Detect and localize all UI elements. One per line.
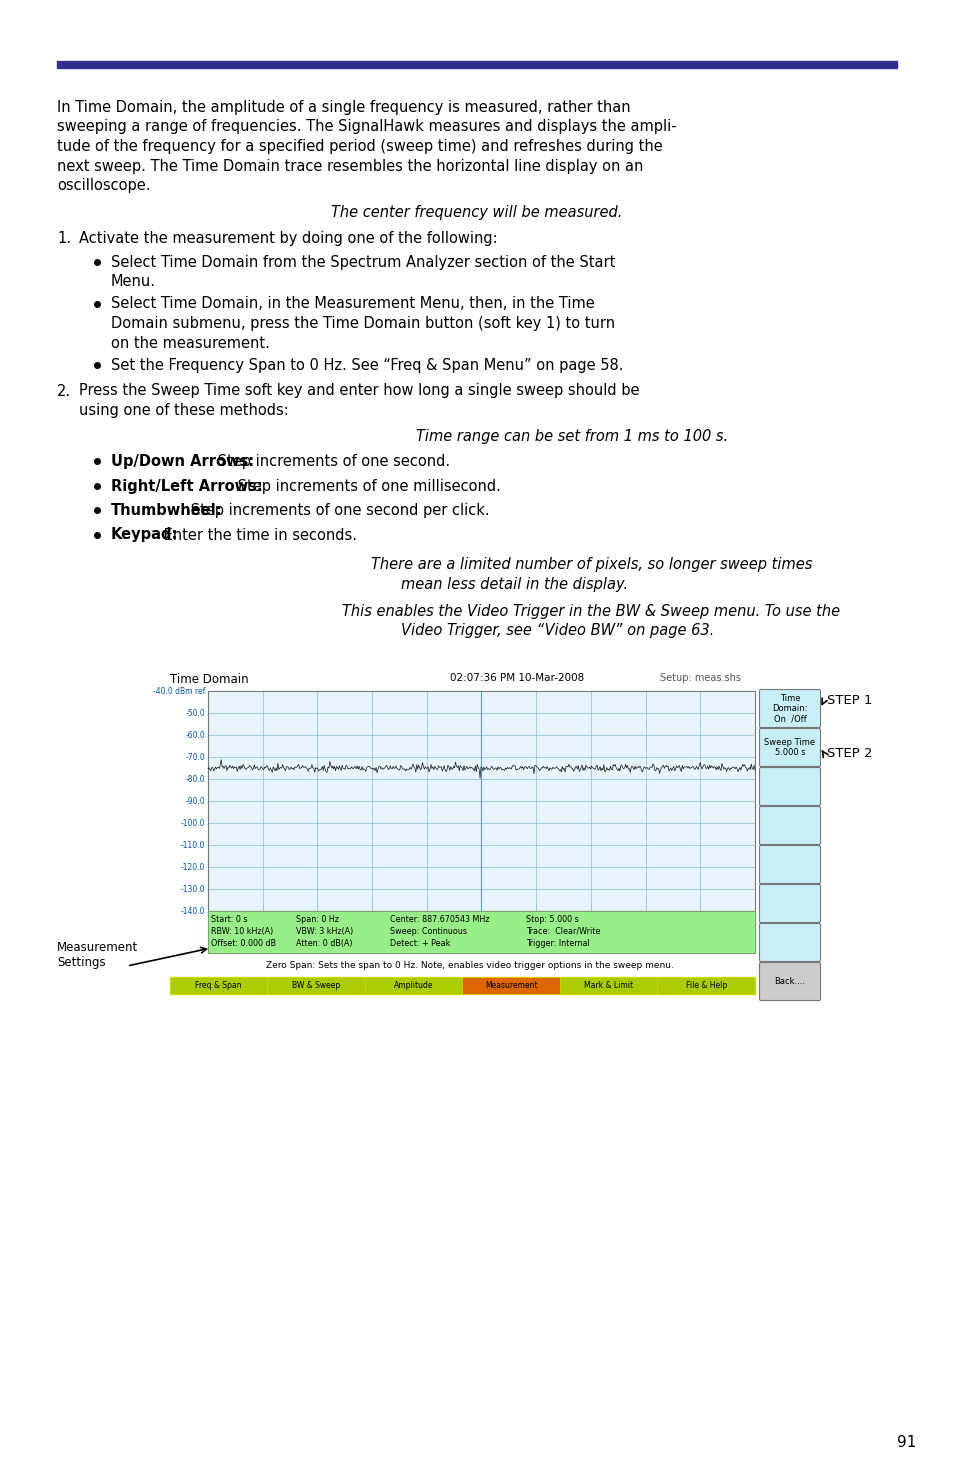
FancyBboxPatch shape bbox=[759, 845, 820, 884]
Text: oscilloscope.: oscilloscope. bbox=[57, 178, 151, 193]
Text: -120.0: -120.0 bbox=[180, 863, 205, 872]
Bar bbox=[208, 912, 754, 953]
Text: Zero Span: Sets the span to 0 Hz. Note, enables video trigger options in the swe: Zero Span: Sets the span to 0 Hz. Note, … bbox=[266, 962, 673, 971]
Text: STEP 2: STEP 2 bbox=[826, 746, 872, 760]
Text: 100%: 100% bbox=[760, 981, 783, 990]
FancyBboxPatch shape bbox=[759, 767, 820, 805]
Text: Time range can be set from 1 ms to 100 s.: Time range can be set from 1 ms to 100 s… bbox=[416, 429, 728, 444]
Text: Press the Sweep Time soft key and enter how long a single sweep should be: Press the Sweep Time soft key and enter … bbox=[79, 384, 639, 398]
Bar bbox=[208, 690, 754, 912]
Text: -80.0: -80.0 bbox=[185, 774, 205, 783]
Text: Freq & Span: Freq & Span bbox=[195, 981, 242, 990]
Text: on the measurement.: on the measurement. bbox=[111, 335, 270, 351]
FancyBboxPatch shape bbox=[759, 923, 820, 962]
Text: Step increments of one millisecond.: Step increments of one millisecond. bbox=[233, 478, 500, 494]
Text: Step increments of one second per click.: Step increments of one second per click. bbox=[186, 503, 489, 518]
Text: File & Help: File & Help bbox=[685, 981, 726, 990]
Text: Right/Left Arrows:: Right/Left Arrows: bbox=[111, 478, 262, 494]
Bar bbox=[208, 690, 754, 912]
Text: This enables the Video Trigger in the BW & Sweep menu. To use the: This enables the Video Trigger in the BW… bbox=[342, 603, 840, 620]
Text: Setup: meas.shs: Setup: meas.shs bbox=[659, 673, 740, 683]
Text: STEP 1: STEP 1 bbox=[826, 695, 872, 707]
Text: The center frequency will be measured.: The center frequency will be measured. bbox=[331, 205, 622, 220]
Text: Time
Domain:
On  /Off: Time Domain: On /Off bbox=[772, 693, 807, 723]
Text: Measurement: Measurement bbox=[484, 981, 537, 990]
Text: Time Domain: Time Domain bbox=[170, 673, 249, 686]
Text: Activate the measurement by doing one of the following:: Activate the measurement by doing one of… bbox=[79, 232, 497, 246]
Text: Thumbwheel:: Thumbwheel: bbox=[111, 503, 222, 518]
Text: 02:07:36 PM 10-Mar-2008: 02:07:36 PM 10-Mar-2008 bbox=[450, 673, 583, 683]
Bar bbox=[208, 912, 754, 953]
Text: Domain submenu, press the Time Domain button (soft key 1) to turn: Domain submenu, press the Time Domain bu… bbox=[111, 316, 615, 330]
Text: -60.0: -60.0 bbox=[185, 730, 205, 739]
Bar bbox=[171, 978, 266, 993]
Text: -90.0: -90.0 bbox=[185, 796, 205, 805]
Text: Center: 887.670543 MHz: Center: 887.670543 MHz bbox=[390, 914, 489, 923]
Text: -50.0: -50.0 bbox=[185, 708, 205, 717]
Text: Mark & Limit: Mark & Limit bbox=[583, 981, 633, 990]
Text: Set the Frequency Span to 0 Hz. See “Freq & Span Menu” on page 58.: Set the Frequency Span to 0 Hz. See “Fre… bbox=[111, 358, 623, 373]
Text: Stop: 5.000 s: Stop: 5.000 s bbox=[525, 914, 578, 923]
Bar bbox=[268, 978, 364, 993]
FancyBboxPatch shape bbox=[759, 807, 820, 845]
Text: Start: 0 s: Start: 0 s bbox=[211, 914, 247, 923]
Text: -70.0: -70.0 bbox=[185, 752, 205, 761]
Text: next sweep. The Time Domain trace resembles the horizontal line display on an: next sweep. The Time Domain trace resemb… bbox=[57, 158, 642, 174]
FancyBboxPatch shape bbox=[759, 963, 820, 1000]
Text: sweeping a range of frequencies. The SignalHawk measures and displays the ampli-: sweeping a range of frequencies. The Sig… bbox=[57, 119, 676, 134]
Text: mean less detail in the display.: mean less detail in the display. bbox=[400, 577, 627, 591]
Text: Step increments of one second.: Step increments of one second. bbox=[213, 454, 450, 469]
Text: -100.0: -100.0 bbox=[180, 819, 205, 827]
Text: Trigger: Internal: Trigger: Internal bbox=[525, 940, 589, 948]
Text: BW & Sweep: BW & Sweep bbox=[292, 981, 340, 990]
Text: VBW: 3 kHz(A): VBW: 3 kHz(A) bbox=[295, 926, 353, 937]
Bar bbox=[170, 976, 754, 994]
Text: Trace:  Clear/Write: Trace: Clear/Write bbox=[525, 926, 599, 937]
Bar bbox=[57, 60, 896, 68]
Text: -40.0 dBm ref: -40.0 dBm ref bbox=[152, 686, 205, 696]
Text: -130.0: -130.0 bbox=[180, 885, 205, 894]
FancyBboxPatch shape bbox=[759, 885, 820, 922]
Text: Keypad:: Keypad: bbox=[111, 528, 178, 543]
Text: Up/Down Arrows:: Up/Down Arrows: bbox=[111, 454, 253, 469]
Text: Back....: Back.... bbox=[774, 976, 804, 985]
Bar bbox=[366, 978, 461, 993]
Text: Amplitude: Amplitude bbox=[394, 981, 433, 990]
Bar bbox=[658, 978, 753, 993]
Text: Measurement
Settings: Measurement Settings bbox=[57, 941, 138, 969]
Text: Video Trigger, see “Video BW” on page 63.: Video Trigger, see “Video BW” on page 63… bbox=[400, 624, 713, 639]
Bar bbox=[560, 978, 656, 993]
Text: Sweep: Continuous: Sweep: Continuous bbox=[390, 926, 467, 937]
Text: There are a limited number of pixels, so longer sweep times: There are a limited number of pixels, so… bbox=[371, 558, 811, 572]
Text: In Time Domain, the amplitude of a single frequency is measured, rather than: In Time Domain, the amplitude of a singl… bbox=[57, 100, 630, 115]
Text: Select Time Domain from the Spectrum Analyzer section of the Start: Select Time Domain from the Spectrum Ana… bbox=[111, 255, 615, 270]
Text: Sweep Time
5.000 s: Sweep Time 5.000 s bbox=[763, 738, 815, 757]
Text: 2.: 2. bbox=[57, 384, 71, 398]
Text: 91: 91 bbox=[896, 1435, 916, 1450]
Text: RBW: 10 kHz(A): RBW: 10 kHz(A) bbox=[211, 926, 273, 937]
Text: Span: 0 Hz: Span: 0 Hz bbox=[295, 914, 338, 923]
Text: Detect: + Peak: Detect: + Peak bbox=[390, 940, 450, 948]
FancyBboxPatch shape bbox=[759, 689, 820, 727]
Bar bbox=[463, 978, 558, 993]
Text: Select Time Domain, in the Measurement Menu, then, in the Time: Select Time Domain, in the Measurement M… bbox=[111, 296, 594, 311]
Text: tude of the frequency for a specified period (sweep time) and refreshes during t: tude of the frequency for a specified pe… bbox=[57, 139, 662, 153]
Text: using one of these methods:: using one of these methods: bbox=[79, 403, 289, 417]
Text: Offset: 0.000 dB: Offset: 0.000 dB bbox=[211, 940, 275, 948]
Text: Atten: 0 dB(A): Atten: 0 dB(A) bbox=[295, 940, 352, 948]
Text: -140.0: -140.0 bbox=[180, 907, 205, 916]
Text: -110.0: -110.0 bbox=[180, 841, 205, 850]
Text: Menu.: Menu. bbox=[111, 274, 156, 289]
FancyBboxPatch shape bbox=[759, 729, 820, 767]
Text: 1.: 1. bbox=[57, 232, 71, 246]
Text: Enter the time in seconds.: Enter the time in seconds. bbox=[158, 528, 356, 543]
